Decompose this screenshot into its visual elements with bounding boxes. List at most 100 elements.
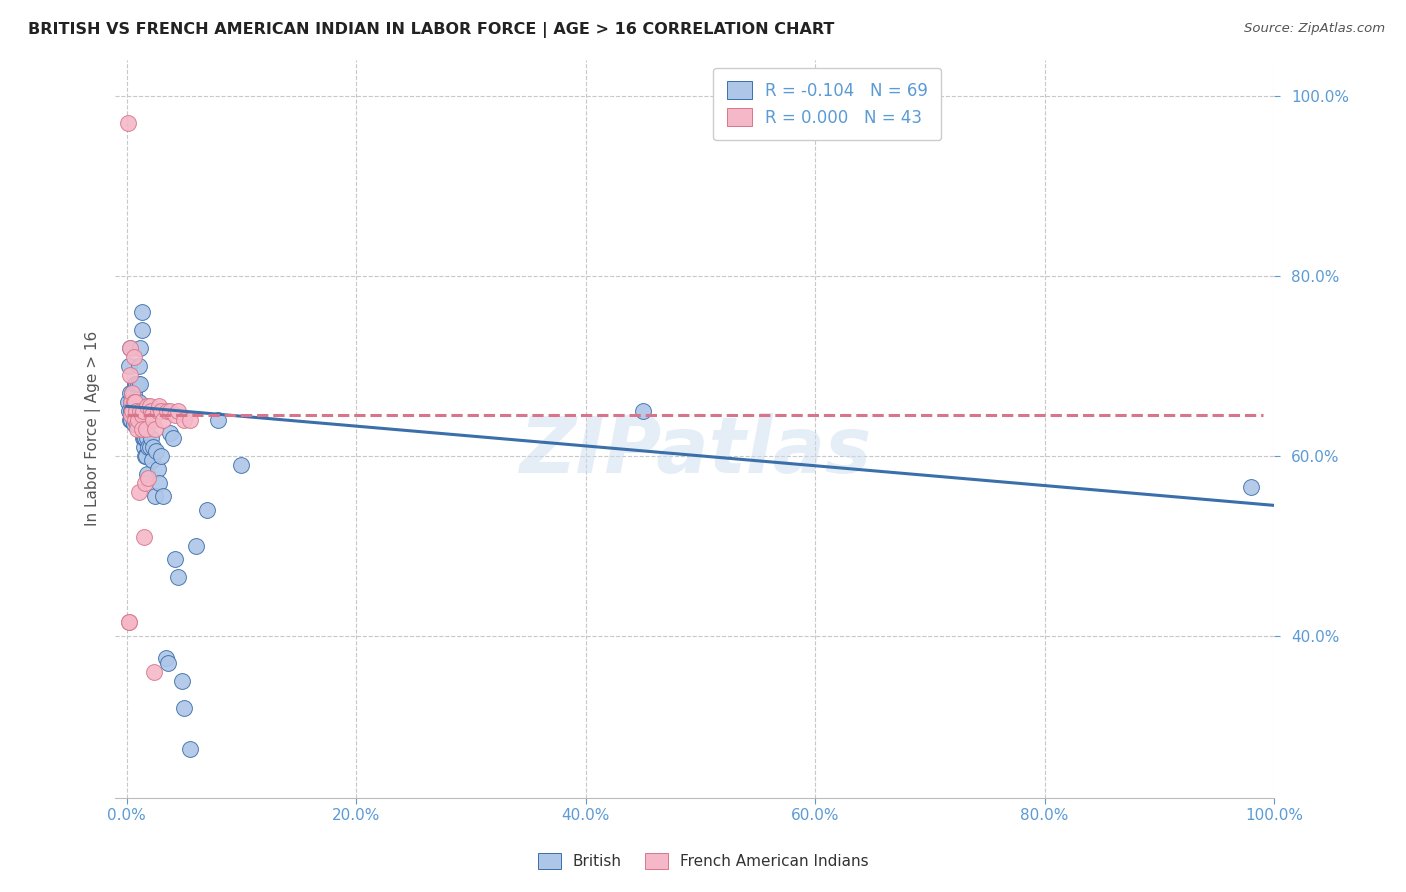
Point [125,404,148,418]
Point [124,394,146,409]
Point [124,394,146,409]
Point [148,475,170,490]
Point [145,444,167,458]
Point [129,341,152,355]
Point [132,530,155,544]
Point [143,422,166,436]
Point [120,341,142,355]
Point [173,413,195,427]
Point [125,404,148,418]
Point [118,615,141,630]
Point [131,305,153,319]
Point [132,431,155,445]
Point [120,368,142,382]
Point [141,453,163,467]
Point [156,656,179,670]
Point [122,404,145,418]
Point [132,431,155,445]
Legend: R = -0.104   N = 69, R = 0.000   N = 43: R = -0.104 N = 69, R = 0.000 N = 43 [713,68,941,140]
Point [125,413,148,427]
Point [127,376,149,391]
Point [129,376,152,391]
Point [143,665,166,679]
Point [141,409,163,423]
Point [152,489,174,503]
Point [155,651,177,665]
Point [159,426,181,441]
Point [120,341,142,355]
Point [125,376,148,391]
Point [121,400,143,414]
Point [136,400,159,414]
Text: ZIPatlas: ZIPatlas [519,413,870,489]
Point [184,539,207,553]
Point [120,413,142,427]
Point [148,400,170,414]
Point [150,449,173,463]
Point [127,413,149,427]
Point [125,413,148,427]
Point [122,400,145,414]
Point [125,422,148,436]
Point [136,467,159,481]
Point [117,394,139,409]
Point [121,409,143,423]
Point [121,385,143,400]
Point [120,385,142,400]
Point [121,385,143,400]
Point [121,394,143,409]
Point [138,400,160,414]
Point [120,404,142,418]
Point [118,359,141,373]
Point [631,404,654,418]
Point [152,413,174,427]
Point [162,431,184,445]
Point [163,409,186,423]
Point [173,701,195,715]
Point [124,376,146,391]
Point [131,409,153,423]
Point [120,409,142,423]
Text: BRITISH VS FRENCH AMERICAN INDIAN IN LABOR FORCE | AGE > 16 CORRELATION CHART: BRITISH VS FRENCH AMERICAN INDIAN IN LAB… [28,22,835,38]
Point [120,413,142,427]
Point [118,615,141,630]
Point [138,471,160,485]
Point [146,404,169,418]
Point [134,449,156,463]
Point [128,394,150,409]
Point [138,440,160,454]
Point [136,431,159,445]
Text: Source: ZipAtlas.com: Source: ZipAtlas.com [1244,22,1385,36]
Point [195,503,218,517]
Point [129,404,152,418]
Point [146,462,169,476]
Point [128,359,150,373]
Point [139,431,162,445]
Point [1240,480,1263,494]
Point [132,404,155,418]
Point [118,404,141,418]
Point [138,440,160,454]
Point [131,422,153,436]
Point [135,422,157,436]
Point [125,394,148,409]
Point [127,413,149,427]
Point [231,458,253,472]
Point [132,440,155,454]
Point [122,394,145,409]
Point [142,413,165,427]
Point [179,741,201,756]
Point [121,404,143,418]
Point [163,552,186,566]
Point [150,404,173,418]
Point [132,413,155,427]
Point [143,489,166,503]
Point [159,404,181,418]
Point [122,350,145,364]
Point [167,404,190,418]
Point [125,417,148,432]
Point [120,394,142,409]
Point [122,385,145,400]
Point [134,475,156,490]
Point [125,394,148,409]
